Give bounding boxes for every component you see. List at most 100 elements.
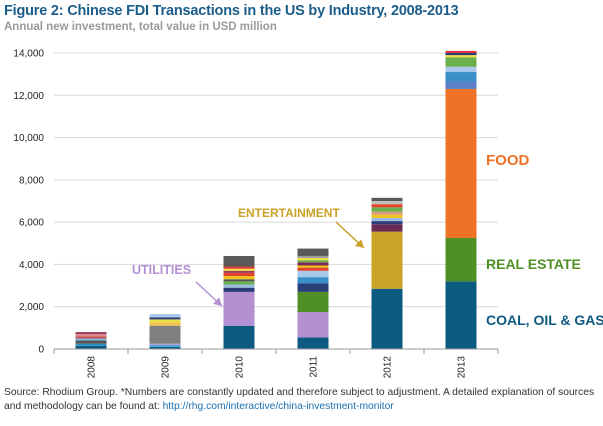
bar-stack-2010 <box>223 255 255 349</box>
callout-labels: UTILITIES ENTERTAINMENT FOOD REAL ESTATE COA… <box>132 152 603 328</box>
bar-segment <box>75 345 107 349</box>
stacked-bar-chart: 02,0004,0006,0008,00010,00012,00014,000 … <box>13 49 603 379</box>
annotation-food: FOOD <box>486 152 529 169</box>
bar-segment <box>445 55 477 58</box>
annotation-real-estate: REAL ESTATE <box>486 256 581 272</box>
bar-segment <box>149 344 181 347</box>
bar-segment <box>297 265 329 268</box>
bar-segment <box>223 266 255 269</box>
x-axis-ticks: 2008 2009 2010 2011 2012 2013 <box>87 356 468 379</box>
bar-segment <box>297 337 329 349</box>
y-tick-label: 0 <box>38 345 44 356</box>
bar-segment <box>297 291 329 312</box>
bar-segment <box>297 260 329 263</box>
utilities-arrow <box>195 281 223 307</box>
bar-stack-2011 <box>297 248 329 349</box>
x-tick-label: 2010 <box>235 356 246 379</box>
bar-segment <box>75 340 107 344</box>
bar-segment <box>371 288 403 349</box>
bar-segment <box>371 224 403 232</box>
bar-stack-2013 <box>445 50 477 349</box>
y-tick-label: 4,000 <box>19 260 44 271</box>
y-tick-label: 14,000 <box>13 49 44 60</box>
bar-segment <box>223 325 255 349</box>
x-tick-label: 2008 <box>87 356 98 379</box>
source-link[interactable]: http://rhg.com/interactive/china-investm… <box>162 401 394 412</box>
bar-segment <box>149 317 181 320</box>
bar-stack-2009 <box>149 314 181 349</box>
bar-segment <box>297 277 329 284</box>
bar-segment <box>371 221 403 225</box>
bar-segment <box>445 53 477 56</box>
bar-segment <box>75 336 107 339</box>
bar-segment <box>223 284 255 288</box>
bar-segment <box>223 279 255 282</box>
bar-segment <box>297 312 329 338</box>
bar-segment <box>297 267 329 271</box>
bar-segment <box>75 338 107 341</box>
x-tick-label: 2009 <box>161 356 172 379</box>
x-tick-label: 2012 <box>383 356 394 379</box>
bar-segment <box>297 248 329 256</box>
x-axis <box>53 348 499 354</box>
bar-segment <box>149 343 181 345</box>
bar-segment <box>149 319 181 323</box>
annotation-utilities: UTILITIES <box>132 263 191 277</box>
bar-segment <box>297 262 329 266</box>
bar-segment <box>223 287 255 292</box>
chart-title: Figure 2: Chinese FDI Transactions in th… <box>4 3 459 19</box>
bar-segment <box>297 258 329 261</box>
bar-segment <box>149 322 181 326</box>
bar-stacks <box>75 50 477 349</box>
annotation-coal-oil-gas: COAL, OIL & GAS <box>486 312 603 328</box>
bar-segment <box>371 211 403 215</box>
bar-segment <box>149 346 181 349</box>
bar-segment <box>371 207 403 212</box>
bar-segment <box>75 343 107 346</box>
callout-arrows <box>195 221 365 307</box>
bar-segment <box>445 66 477 73</box>
y-tick-label: 2,000 <box>19 302 44 313</box>
bar-segment <box>223 276 255 280</box>
bar-segment <box>297 255 329 259</box>
bar-segment <box>223 270 255 273</box>
bar-segment <box>223 268 255 271</box>
y-axis-ticks: 0 2,000 4,000 6,000 8,000 10,000 12,000 14,000 <box>13 49 44 356</box>
bar-segment <box>223 255 255 267</box>
bar-segment <box>297 270 329 278</box>
bar-segment <box>149 314 181 318</box>
bar-segment <box>371 201 403 205</box>
bar-segment <box>75 332 107 335</box>
bar-segment <box>223 281 255 285</box>
source-note: Source: Rhodium Group. *Numbers are cons… <box>4 386 600 414</box>
bar-segment <box>371 197 403 201</box>
entertainment-arrow <box>335 221 365 249</box>
y-tick-label: 10,000 <box>13 133 44 144</box>
bar-segment <box>445 88 477 238</box>
x-tick-label: 2013 <box>457 356 468 379</box>
bar-segment <box>445 57 477 67</box>
bar-segment <box>371 214 403 218</box>
bar-segment <box>371 231 403 289</box>
bar-segment <box>75 334 107 337</box>
bar-segment <box>371 204 403 208</box>
bar-segment <box>297 283 329 292</box>
bar-segment <box>445 50 477 53</box>
bar-segment <box>445 81 477 89</box>
bar-stack-2012 <box>371 197 403 349</box>
bar-stack-2008 <box>75 332 107 349</box>
bar-segment <box>445 238 477 282</box>
bar-segment <box>371 217 403 222</box>
chart-subtitle: Annual new investment, total value in US… <box>4 21 277 33</box>
y-tick-label: 8,000 <box>19 175 44 186</box>
bar-segment <box>149 325 181 344</box>
bar-segment <box>445 281 477 349</box>
gridlines <box>54 52 498 308</box>
annotation-entertainment: ENTERTAINMENT <box>238 206 340 220</box>
bar-segment <box>223 291 255 326</box>
source-text: Source: Rhodium Group. *Numbers are cons… <box>4 387 595 412</box>
y-tick-label: 12,000 <box>13 91 44 102</box>
x-tick-label: 2011 <box>309 356 320 378</box>
bar-segment <box>445 72 477 82</box>
y-tick-label: 6,000 <box>19 218 44 229</box>
